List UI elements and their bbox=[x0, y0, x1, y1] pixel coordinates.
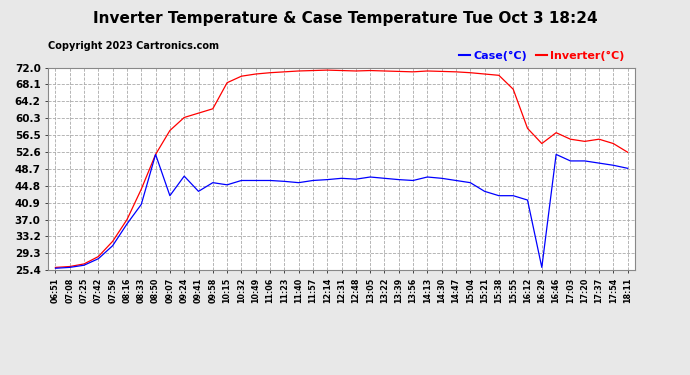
Legend: Case(°C), Inverter(°C): Case(°C), Inverter(°C) bbox=[455, 47, 629, 66]
Text: Inverter Temperature & Case Temperature Tue Oct 3 18:24: Inverter Temperature & Case Temperature … bbox=[92, 11, 598, 26]
Text: Copyright 2023 Cartronics.com: Copyright 2023 Cartronics.com bbox=[48, 41, 219, 51]
